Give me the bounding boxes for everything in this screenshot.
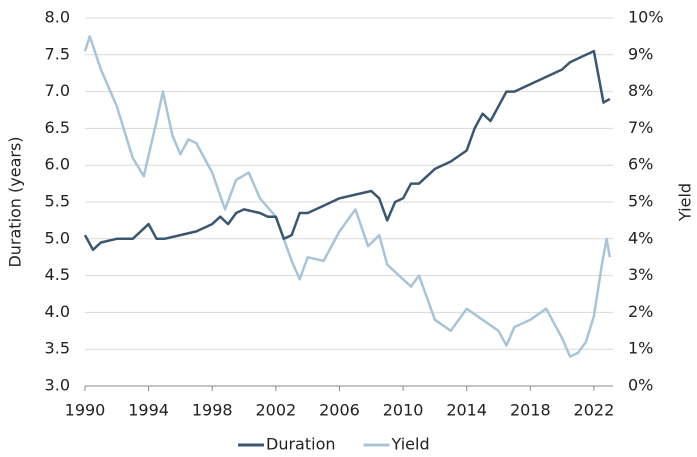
- x-tick-label: 2006: [319, 401, 360, 420]
- y-tick-label: 3.5: [45, 339, 70, 358]
- y-axis-label: Duration (years): [6, 136, 25, 267]
- legend-label: Yield: [391, 435, 430, 454]
- y-tick-label: 4.5: [45, 265, 70, 284]
- y-tick-label: 5.0: [45, 228, 70, 247]
- x-tick-label: 2014: [446, 401, 487, 420]
- y2-tick-label: 9%: [628, 44, 653, 63]
- x-tick-label: 2022: [574, 401, 615, 420]
- y-tick-label: 7.5: [45, 44, 70, 63]
- y2-tick-label: 7%: [628, 118, 653, 137]
- y-tick-label: 6.0: [45, 155, 70, 174]
- x-tick-label: 1990: [65, 401, 106, 420]
- y2-tick-label: 3%: [628, 265, 653, 284]
- y2-tick-label: 4%: [628, 228, 653, 247]
- y-tick-label: 7.0: [45, 81, 70, 100]
- y-tick-label: 5.5: [45, 192, 70, 211]
- data-line: [83, 35, 612, 358]
- y2-tick-label: 6%: [628, 155, 653, 174]
- y2-axis-label: Yield: [676, 183, 695, 222]
- y2-tick-label: 2%: [628, 302, 653, 321]
- x-tick-label: 2010: [383, 401, 424, 420]
- y2-tick-label: 10%: [628, 8, 664, 27]
- y2-tick-label: 8%: [628, 81, 653, 100]
- y2-tick-label: 5%: [628, 192, 653, 211]
- legend-label: Duration: [266, 435, 336, 454]
- y2-tick-label: 0%: [628, 376, 653, 395]
- y-tick-label: 6.5: [45, 118, 70, 137]
- x-tick-label: 1994: [128, 401, 169, 420]
- y2-tick-label: 1%: [628, 339, 653, 358]
- x-tick-label: 2018: [510, 401, 551, 420]
- y-tick-label: 4.0: [45, 302, 70, 321]
- data-line: [83, 49, 611, 252]
- x-tick-label: 1998: [192, 401, 233, 420]
- y-tick-label: 3.0: [45, 376, 70, 395]
- y-tick-label: 8.0: [45, 8, 70, 27]
- x-tick-label: 2002: [255, 401, 296, 420]
